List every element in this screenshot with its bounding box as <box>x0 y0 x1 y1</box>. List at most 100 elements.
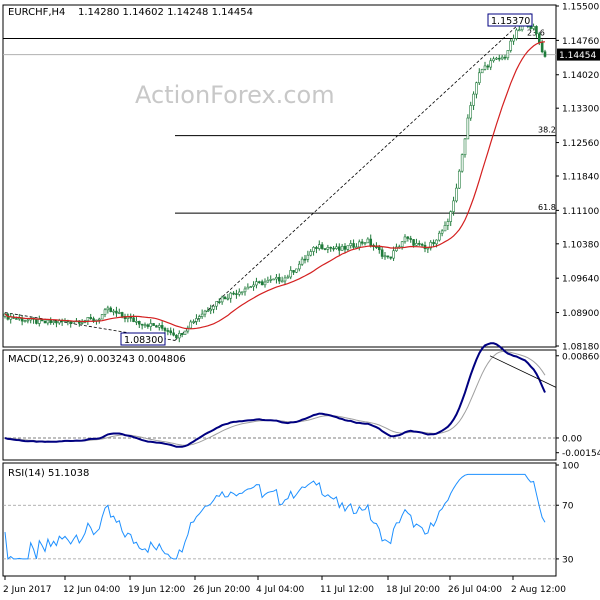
candle-body <box>255 281 258 286</box>
candle-body <box>360 241 364 244</box>
candle-body <box>223 296 227 299</box>
candle-body <box>420 243 424 246</box>
candle-body <box>532 26 535 29</box>
macd-series <box>4 342 557 448</box>
candle-body <box>366 238 370 244</box>
candle-body <box>206 310 210 313</box>
candle-body <box>452 200 455 212</box>
price-tick-label: 1.11100 <box>562 207 599 217</box>
candle-body <box>477 72 481 84</box>
candle-body <box>512 38 515 42</box>
candle-body <box>426 247 430 250</box>
candle-body <box>106 307 110 311</box>
candle-body <box>486 65 490 68</box>
macd-tick-label: 0.00 <box>562 434 582 444</box>
candle-body <box>355 246 358 249</box>
x-tick-label: 26 Jul 04:00 <box>448 585 502 595</box>
fib-label: 61.8 <box>538 203 556 212</box>
candle-body <box>146 324 150 327</box>
candle-body <box>412 239 415 246</box>
candle-body <box>132 317 135 323</box>
candle-body <box>152 323 155 326</box>
candle-body <box>177 333 181 339</box>
candle-body <box>312 247 315 252</box>
x-tick-label: 11 Jul 12:00 <box>320 585 374 595</box>
ma-line <box>4 41 546 330</box>
candle-body <box>209 308 213 312</box>
candle-body <box>80 321 84 324</box>
candle-body <box>489 60 493 68</box>
x-axis: 2 Jun 2017 12 Jun 04:00 19 Jun 12:00 26 Jun… <box>3 576 566 595</box>
candle-body <box>329 246 333 249</box>
candle-body <box>432 241 435 245</box>
candle-body <box>46 319 50 324</box>
candle-body <box>480 69 484 74</box>
candle-body <box>429 241 433 249</box>
fib-label: 38.2 <box>538 126 556 135</box>
candle-body <box>212 305 215 310</box>
last-price-badge: 1.14454 <box>557 48 600 61</box>
candle-body <box>160 325 164 329</box>
candle-body <box>89 317 93 319</box>
price-tick-label: 1.10380 <box>562 240 599 250</box>
candle-body <box>232 292 235 295</box>
high-label-text: 1.15370 <box>491 16 530 27</box>
candle-body <box>215 301 218 307</box>
candle-body <box>389 256 393 259</box>
candle-body <box>243 288 247 293</box>
symbol-label: EURCHF,H4 <box>8 7 65 18</box>
candle-body <box>343 245 347 250</box>
candle-body <box>483 65 487 70</box>
candle-body <box>455 187 458 202</box>
candle-body <box>415 243 418 246</box>
candle-body <box>383 255 387 258</box>
candle-body <box>197 316 201 319</box>
candle-body <box>235 293 238 295</box>
macd-tick-label: 0.008606 <box>562 352 600 362</box>
price-panel <box>2 4 557 348</box>
candle-body <box>15 318 18 320</box>
candle-body <box>163 328 167 331</box>
candle-body <box>266 279 270 283</box>
candle-body <box>400 241 404 248</box>
candle-body <box>72 321 75 324</box>
candle-body <box>435 239 438 245</box>
candle-body <box>169 330 173 334</box>
candle-body <box>375 246 378 249</box>
candle-body <box>292 270 295 273</box>
rsi-series <box>4 473 546 560</box>
candle-body <box>506 50 510 59</box>
candle-body <box>143 324 147 327</box>
rsi-line <box>4 473 546 560</box>
candle-body <box>295 268 298 273</box>
candle-body <box>326 246 330 250</box>
candle-body <box>469 105 473 119</box>
price-tick-label: 1.09640 <box>562 275 599 285</box>
candle-body <box>337 246 341 251</box>
candle-body <box>369 238 373 246</box>
x-tick-label: 18 Jul 20:00 <box>386 585 440 595</box>
candle-body <box>217 301 221 303</box>
candle-body <box>172 332 175 336</box>
candle-body <box>175 334 178 339</box>
candle-body <box>226 297 230 300</box>
candle-body <box>157 325 161 328</box>
candle-body <box>472 93 475 106</box>
candle-body <box>112 310 115 313</box>
candle-body <box>540 42 544 53</box>
candle-body <box>500 56 504 60</box>
moving-average <box>4 41 546 330</box>
candle-body <box>117 312 121 314</box>
candle-body <box>306 254 310 260</box>
trendline <box>4 11 533 341</box>
candle-body <box>269 279 273 281</box>
candle-body <box>317 244 321 249</box>
candle-body <box>386 255 390 258</box>
candle-body <box>346 245 350 250</box>
candle-body <box>289 270 293 278</box>
ohlc-label: 1.14280 1.14602 1.14248 1.14454 <box>78 7 253 18</box>
macd-panel <box>2 349 557 461</box>
rsi-tick-label: 100 <box>562 462 579 472</box>
